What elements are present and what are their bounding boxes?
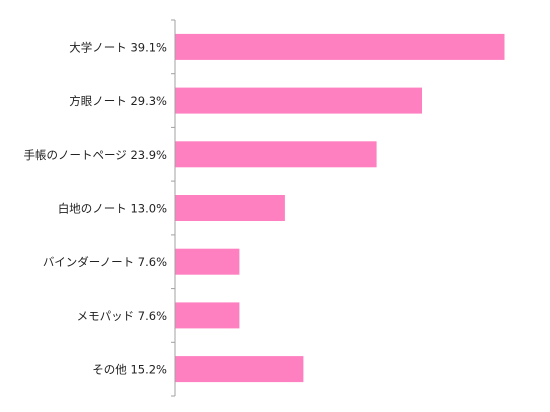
bar xyxy=(175,302,240,329)
bars xyxy=(175,33,505,383)
bar xyxy=(175,195,285,221)
bar xyxy=(175,141,377,168)
category-label: 手帳のノートページ 23.9% xyxy=(24,148,168,162)
category-labels: 大学ノート 39.1% 方眼ノート 29.3% 手帳のノートページ 23.9% 白地の… xyxy=(24,40,168,376)
category-label: バインダーノート 7.6% xyxy=(43,255,167,269)
category-axis xyxy=(171,19,176,397)
category-label: 方眼ノート 29.3% xyxy=(69,94,167,108)
category-label: 大学ノート 39.1% xyxy=(69,40,167,54)
bar xyxy=(175,87,422,114)
bar xyxy=(175,356,304,383)
category-label: メモパッド 7.6% xyxy=(77,309,167,323)
bar xyxy=(175,248,240,275)
bar xyxy=(175,33,505,60)
category-label: 白地のノート 13.0% xyxy=(58,202,167,216)
category-label: その他 15.2% xyxy=(92,363,167,377)
